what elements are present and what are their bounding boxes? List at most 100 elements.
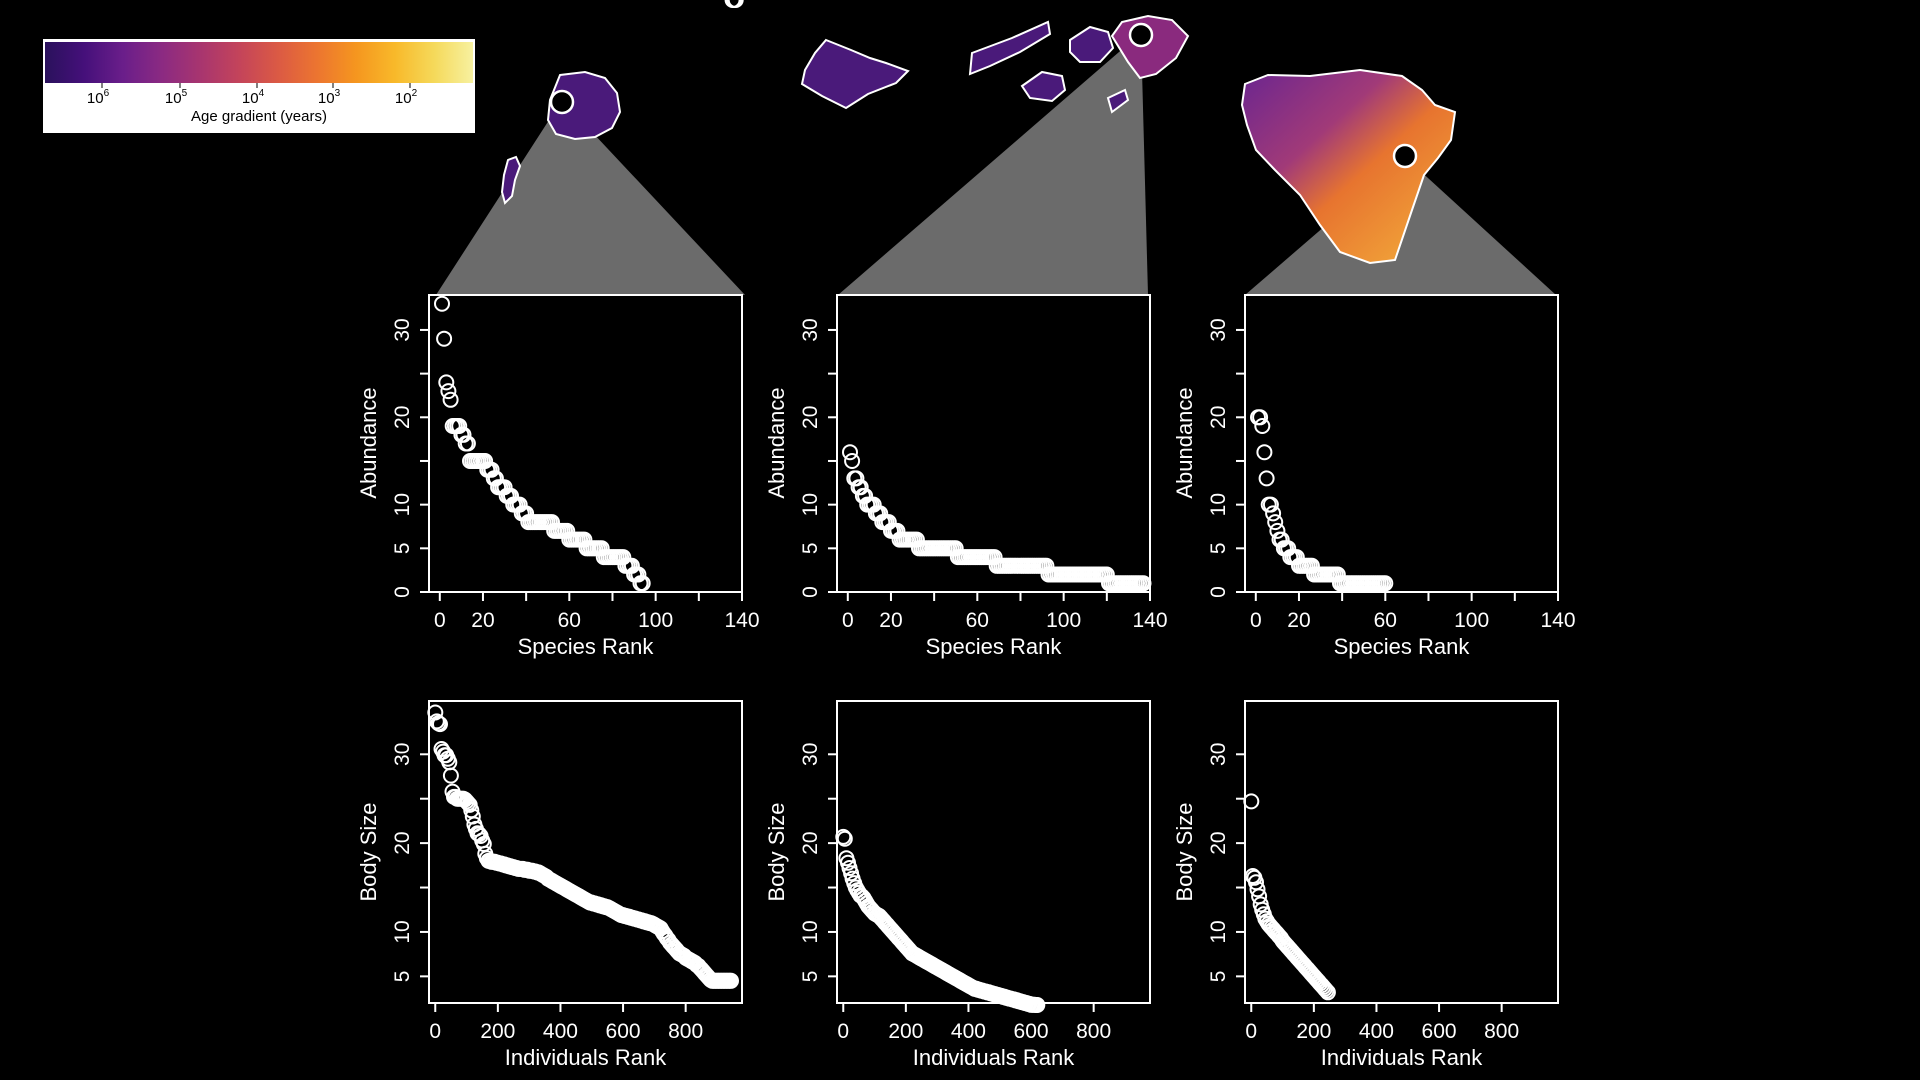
x-tick-label: 600 [1422,1020,1457,1043]
y-axis: 5 10 20 30 Body Size [356,743,429,983]
data-point [835,828,852,845]
data-point [1262,496,1279,513]
y-tick-label: 5 [799,542,822,554]
x-axis: 0 20 60 100 140 Species Rank [434,592,760,659]
y-tick-label: 20 [799,406,822,429]
x-tick-label: 600 [1014,1020,1049,1043]
y-tick-label: 30 [799,743,822,766]
data-point [852,479,869,496]
y-tick-label: 10 [391,493,414,516]
x-tick-label: 0 [429,1020,441,1043]
y-tick-label: 10 [1207,493,1230,516]
island-oahu [800,38,910,110]
island-kahoolawe [1106,88,1130,114]
data-point [432,716,448,733]
site-markers [549,22,1418,169]
plot-frame [1244,294,1559,593]
y-tick-label: 30 [1207,318,1230,341]
data-point [459,435,476,452]
data-point [1269,522,1286,539]
data-point [1316,980,1333,997]
colorbar-label: Age gradient (years) [191,108,327,125]
y-tick-label: 10 [799,920,822,943]
x-tick-label: 20 [471,609,494,632]
island-molokai [968,20,1052,76]
data-point [1249,881,1266,898]
y-tick-label: 30 [391,743,414,766]
y-tick-label: 20 [391,831,414,854]
x-tick-label: 100 [1454,609,1489,632]
x-tick-label: 600 [606,1020,641,1043]
data-point [428,713,445,730]
data-point [1252,409,1269,426]
chart-panel-3: 0 20 60 100 140 Species Rank 0 5 10 20 30 Abundance [1172,294,1576,659]
plot-frame [836,294,1151,593]
data-points [427,0,744,989]
data-points [835,828,1046,1013]
y-axis: 0 5 10 20 30 Abundance [764,318,837,598]
x-tick-label: 20 [879,609,902,632]
data-point [1267,514,1284,531]
zoom-cone-left [436,100,745,295]
y-axis-label: Body Size [1172,802,1197,901]
data-point [1318,982,1335,999]
y-tick-label: 5 [391,971,414,983]
site-marker-kauai [549,89,575,115]
data-point [723,972,739,989]
plot-frame [836,700,1151,1004]
data-point [1377,575,1394,592]
x-tick-label: 60 [966,609,989,632]
data-point [842,444,858,461]
plot-frame [428,294,743,593]
data-point [436,330,453,347]
x-tick-label: 400 [951,1020,986,1043]
y-axis-label: Abundance [356,387,381,498]
x-tick-label: 0 [837,1020,849,1043]
y-tick-label: 30 [799,318,822,341]
x-tick-label: 400 [543,1020,578,1043]
y-tick-label: 5 [1207,971,1230,983]
x-tick-label: 140 [1540,609,1575,632]
y-axis-label: Abundance [764,387,789,498]
y-axis-label: Body Size [764,802,789,901]
zoom-cone-middle [838,33,1148,295]
island-maui-west [1069,25,1115,63]
site-marker-maui [1128,22,1154,48]
x-axis-label: Species Rank [1334,634,1471,659]
data-point [1265,505,1282,522]
x-tick-label: 200 [480,1020,515,1043]
y-tick-label: 10 [391,920,414,943]
colorbar-legend: 106 105 104 103 102 Age gradient (years) [43,39,475,133]
y-tick-label: 0 [391,586,414,598]
y-tick-label: 0 [1207,586,1230,598]
x-tick-label: 400 [1359,1020,1394,1043]
site-marker-hawaii [1392,143,1418,169]
x-axis-label: Species Rank [926,634,1063,659]
data-point [438,374,455,391]
data-points [842,444,1152,592]
y-tick-label: 5 [799,971,822,983]
x-axis-label: Individuals Rank [1321,1045,1483,1070]
data-point [483,461,500,478]
x-tick-label: 0 [842,609,854,632]
x-tick-label: 0 [1245,1020,1257,1043]
x-tick-label: 100 [1046,609,1081,632]
data-point [1319,984,1336,1001]
x-axis-label: Individuals Rank [505,1045,667,1070]
y-axis: 5 10 20 30 Body Size [1172,743,1245,983]
data-points [434,295,651,592]
data-point [442,391,459,408]
data-point [440,383,457,400]
x-tick-label: 200 [1296,1020,1331,1043]
y-tick-label: 10 [1207,920,1230,943]
data-point [1243,793,1260,810]
x-tick-label: 60 [558,609,581,632]
